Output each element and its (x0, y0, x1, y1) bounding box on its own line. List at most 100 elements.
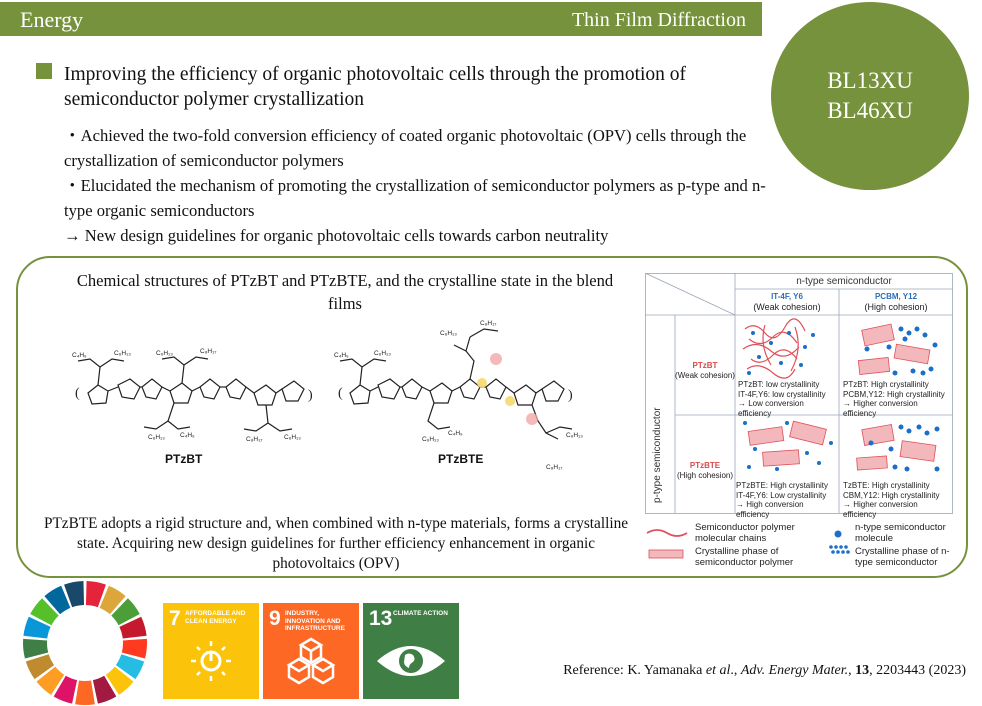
row-2-name: PTzBTE (689, 461, 721, 470)
sdg-wheel-segment (105, 666, 134, 695)
sdg-7-tile: 7 AFFORDABLE AND CLEAN ENERGY (163, 603, 259, 699)
polymer-crystal-symbol (648, 549, 684, 559)
svg-text:C₈H₁₇: C₈H₁₇ (546, 464, 563, 471)
bullet-list: ・Achieved the two-fold conversion effici… (64, 123, 784, 248)
svg-text:): ) (308, 388, 313, 403)
chemical-structures: ( ) C₄H₉ C₆H₁₃ C₆H₁₃ C₈H₁₇ C₆H₁₃ C₄H₉ C₈H₁₇… (72, 320, 583, 471)
n-crystal-symbol (829, 545, 850, 554)
highlight-atoms (477, 353, 538, 425)
figure-caption: PTzBTE adopts a rigid structure and, whe… (43, 515, 629, 572)
ref-rest: , 2203443 (2023) (869, 663, 966, 678)
sdg-wheel-segment (23, 638, 49, 659)
sdg-wheel-segment (121, 638, 147, 659)
svg-text:C₄H₉: C₄H₉ (448, 430, 463, 437)
bullet-2: ・Elucidated the mechanism of promoting t… (64, 176, 766, 220)
figure-title: Chemical structures of PTzBT and PTzBTE,… (76, 271, 614, 313)
svg-text:C₄H₉: C₄H₉ (72, 352, 87, 359)
sdg-wheel-segment (75, 680, 95, 705)
clean-energy-icon (191, 641, 231, 681)
sdg-9-label: INDUSTRY, INNOVATION AND INFRASTRUCTURE (285, 610, 345, 632)
ref-journal: Adv. Energy Mater. (740, 663, 849, 678)
legend-n-molecule: n-type semiconductor molecule (855, 522, 946, 544)
sdg-wheel-segment (92, 675, 117, 704)
table-grid (645, 273, 953, 514)
sdg-9-number: 9 (269, 607, 281, 630)
beamline-2: BL46XU (827, 98, 913, 123)
ref-comma: , (848, 663, 856, 678)
beamline-badge: BL13XU BL46XU (771, 2, 969, 190)
sdg-13-number: 13 (369, 607, 393, 630)
sdg-wheel-segment (119, 616, 147, 639)
cell-1-text: PTzBT: low crystallinity IT-4F,Y6: low c… (738, 380, 826, 418)
sdg-wheel-segment (99, 585, 126, 615)
legend-n-crystal: Crystalline phase of n-type semiconducto… (855, 546, 950, 568)
beamline-1: BL13XU (827, 68, 913, 93)
cell-2-illustration (857, 323, 938, 376)
cell-3-text: PTzBTE: High crystallinity IT-4F,Y6: Low… (736, 481, 829, 519)
legend-symbols (646, 529, 850, 559)
cell-3-illustration (743, 420, 833, 471)
climate-eye-icon (377, 646, 445, 676)
category-label: Energy (20, 7, 84, 32)
ref-etal: et al (705, 663, 731, 678)
svg-text:C₆H₁₃: C₆H₁₃ (440, 330, 457, 337)
sdg-wheel-segment (53, 675, 78, 704)
reference: Reference: K. Yamanaka et al., Adv. Ener… (563, 663, 966, 679)
col-2-name: PCBM, Y12 (874, 292, 918, 301)
sdg-wheel-segment (23, 616, 51, 639)
crystallinity-table: n-type semiconductor IT-4F, Y6 (Weak coh… (645, 273, 953, 573)
sdg-wheel-segment (115, 654, 145, 680)
ptzbte-structure: ( ) (338, 328, 573, 440)
col-1-note: (Weak cohesion) (753, 302, 821, 312)
n-molecule-symbol (834, 530, 842, 538)
sdg-wheel-icon (23, 581, 147, 705)
svg-text:C₆H₁₃: C₆H₁₃ (284, 434, 301, 441)
sdg-13-label: CLIMATE ACTION (393, 610, 448, 617)
morphology-illustrations (742, 318, 940, 472)
figure-frame (16, 256, 968, 578)
svg-text:C₈H₁₇: C₈H₁₇ (200, 348, 217, 355)
ref-sep: ., (730, 663, 741, 678)
svg-text:C₈H₁₇: C₈H₁₇ (246, 436, 263, 443)
infrastructure-cubes-icon (286, 637, 336, 685)
svg-text:C₆H₁₃: C₆H₁₃ (566, 432, 583, 439)
col-2-note: (High cohesion) (864, 302, 928, 312)
sdg-wheel-segment (85, 581, 106, 608)
polymer-chain-symbol (646, 529, 688, 537)
sdg-7-label: AFFORDABLE AND CLEAN ENERGY (185, 610, 246, 625)
molecule-label-ptzbte: PTzBTE (438, 452, 484, 466)
svg-text:C₆H₁₃: C₆H₁₃ (156, 350, 173, 357)
svg-text:C₆H₁₃: C₆H₁₃ (422, 436, 439, 443)
svg-text:): ) (568, 388, 573, 403)
svg-text:C₄H₉: C₄H₉ (180, 432, 195, 439)
svg-text:C₆H₁₃: C₆H₁₃ (374, 350, 391, 357)
ref-volume: 13 (855, 663, 870, 678)
legend-polymer-crystal: Crystalline phase of semiconductor polym… (695, 546, 794, 568)
col-1-name: IT-4F, Y6 (771, 292, 803, 301)
svg-text:(: ( (75, 386, 80, 401)
sdg-wheel-segment (25, 654, 55, 680)
title-bullet-square (36, 63, 52, 79)
sdg-9-tile: 9 INDUSTRY, INNOVATION AND INFRASTRUCTUR… (263, 603, 359, 699)
cell-4-illustration (856, 424, 940, 472)
row-1-note: (Weak cohesion) (675, 371, 735, 380)
ref-prefix: Reference: K. Yamanaka (563, 663, 706, 678)
svg-text:C₄H₉: C₄H₉ (334, 352, 349, 359)
n-type-header: n-type semiconductor (796, 276, 892, 287)
svg-text:C₈H₁₇: C₈H₁₇ (480, 320, 497, 327)
svg-text:(: ( (338, 386, 343, 401)
cell-2-text: PTzBT: High crystallinity PCBM,Y12: High… (843, 380, 945, 418)
svg-text:C₆H₁₃: C₆H₁₃ (114, 350, 131, 357)
bullet-1: ・Achieved the two-fold conversion effici… (64, 126, 747, 170)
legend-polymer-chain: Semiconductor polymer molecular chains (695, 522, 795, 544)
svg-text:C₆H₁₃: C₆H₁₃ (148, 434, 165, 441)
sdg-7-number: 7 (169, 607, 181, 630)
topic-label: Thin Film Diffraction (571, 9, 746, 31)
cell-4-text: TzBTE: High crystallinity CBM,Y12: High … (843, 481, 940, 519)
cell-1-illustration (742, 318, 815, 379)
sdg-13-tile: 13 CLIMATE ACTION (363, 603, 459, 699)
sdg-wheel-segment (30, 598, 59, 626)
header-bar: Energy Thin Film Diffraction (0, 2, 762, 36)
bullet-3: → New design guidelines for organic phot… (64, 226, 609, 245)
sdg-wheel-segment (111, 598, 140, 626)
